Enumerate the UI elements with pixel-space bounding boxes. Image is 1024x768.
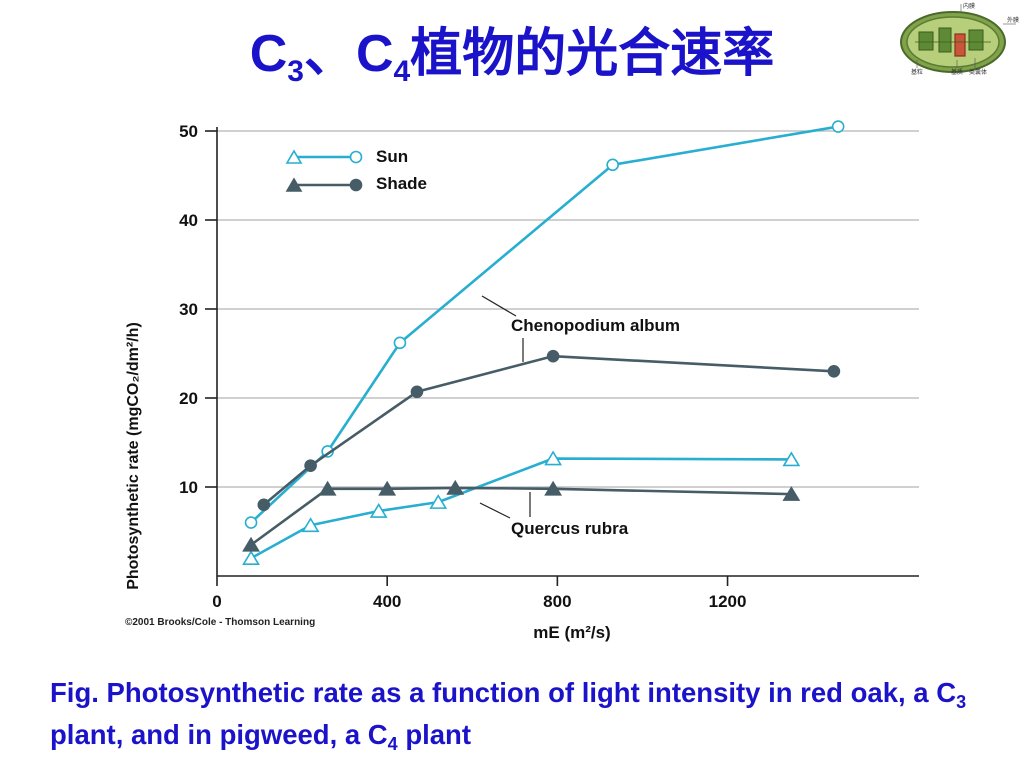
data-point-quercus-rubra-shade-3 [446,479,465,495]
legend-shade-label: Shade [376,174,427,193]
data-point-chenopodium-album-sun-2 [393,336,407,350]
annotations: Chenopodium album Quercus rubra [479,295,680,538]
data-series [242,120,845,566]
y-axis-label: Photosynthetic rate (mgCO₂/dm²/h) [125,322,142,590]
caption-part-3: plant [397,719,472,750]
chloroplast-label-inner-membrane: 内膜 [963,2,975,10]
data-point-quercus-rubra-sun-2 [369,502,388,518]
x-axis-label: mE (m²/s) [533,623,610,642]
title-prefix: C [249,25,288,83]
x-tick-label-0: 0 [212,592,221,611]
legend-sun-circle-marker [349,150,363,164]
y-tick-label-30: 30 [179,300,198,319]
data-point-quercus-rubra-shade-4 [544,480,563,496]
chloroplast-label-stroma: 基质 [951,68,963,76]
copyright-notice: ©2001 Brooks/Cole - Thomson Learning [125,617,315,628]
caption-subscript-3: 3 [956,692,967,712]
data-point-chenopodium-album-shade-0 [257,498,271,512]
data-point-quercus-rubra-shade-2 [378,480,397,496]
data-point-quercus-rubra-shade-0 [242,536,260,552]
data-point-quercus-rubra-sun-3 [429,494,448,509]
caption-part-1: Fig. Photosynthetic rate as a function o… [50,677,957,708]
data-point-chenopodium-album-shade-2 [410,385,424,399]
y-tick-label-50: 50 [179,122,198,141]
chloroplast-label-outer-membrane: 外膜 [1007,16,1019,24]
data-point-chenopodium-album-sun-3 [606,158,619,172]
chloroplast-label-grana: 基粒 [911,68,923,76]
chloroplast-label-thylakoid: 类囊体 [969,68,987,76]
legend-sun-triangle-marker [285,149,303,164]
data-point-chenopodium-album-sun-4 [831,120,845,133]
x-tick-label-400: 400 [373,592,401,611]
series-line-quercus-rubra-shade [250,486,792,546]
slide-title: C3、C4植物的光合速率 [0,22,1024,88]
axes [205,127,919,586]
chloroplast-diagram-image: 内膜 外膜 基粒 基质 类囊体 [900,2,1019,76]
data-point-chenopodium-album-shade-3 [546,349,560,363]
photosynthesis-chart: 10 20 30 40 50 0 400 800 1200 Chenopodium album … [125,120,919,642]
grid-lines [217,130,919,488]
x-tick-label-800: 800 [543,592,571,611]
y-tick-label-40: 40 [179,211,198,230]
annotation-chenopodium-album: Chenopodium album [511,316,680,335]
caption-part-2: plant, and in pigweed, a C [50,719,388,750]
x-tick-label-1200: 1200 [709,592,747,611]
y-tick-label-20: 20 [179,389,198,408]
data-point-chenopodium-album-shade-4 [827,364,841,378]
title-subscript-3: 3 [287,55,304,88]
data-point-quercus-rubra-shade-5 [782,486,801,501]
legend-shade-circle-marker [349,178,363,192]
annotation-quercus-rubra: Quercus rubra [511,519,629,538]
title-separator: 、C [303,25,394,83]
caption-subscript-4: 4 [387,734,398,754]
title-suffix: 植物的光合速率 [410,25,775,83]
title-subscript-4: 4 [393,55,411,88]
legend: Sun Shade [285,147,427,193]
data-point-chenopodium-album-sun-0 [244,516,258,529]
data-point-quercus-rubra-sun-1 [301,517,320,533]
legend-sun-label: Sun [376,147,408,166]
chenopodium-leader-line-sun [481,295,517,317]
figure-caption: Fig. Photosynthetic rate as a function o… [50,672,1010,756]
data-point-chenopodium-album-shade-1 [304,459,317,472]
data-point-quercus-rubra-sun-4 [544,450,563,466]
y-tick-label-10: 10 [179,478,198,497]
series-line-quercus-rubra-sun [250,457,792,560]
data-point-quercus-rubra-shade-1 [318,480,337,496]
data-point-quercus-rubra-sun-5 [782,451,801,467]
legend-shade-triangle-marker [285,177,303,192]
quercus-leader-line-sun [479,502,511,519]
data-point-quercus-rubra-sun-0 [242,550,260,566]
tick-labels: 10 20 30 40 50 0 400 800 1200 [179,122,746,611]
series-line-chenopodium-album-shade [262,354,834,506]
